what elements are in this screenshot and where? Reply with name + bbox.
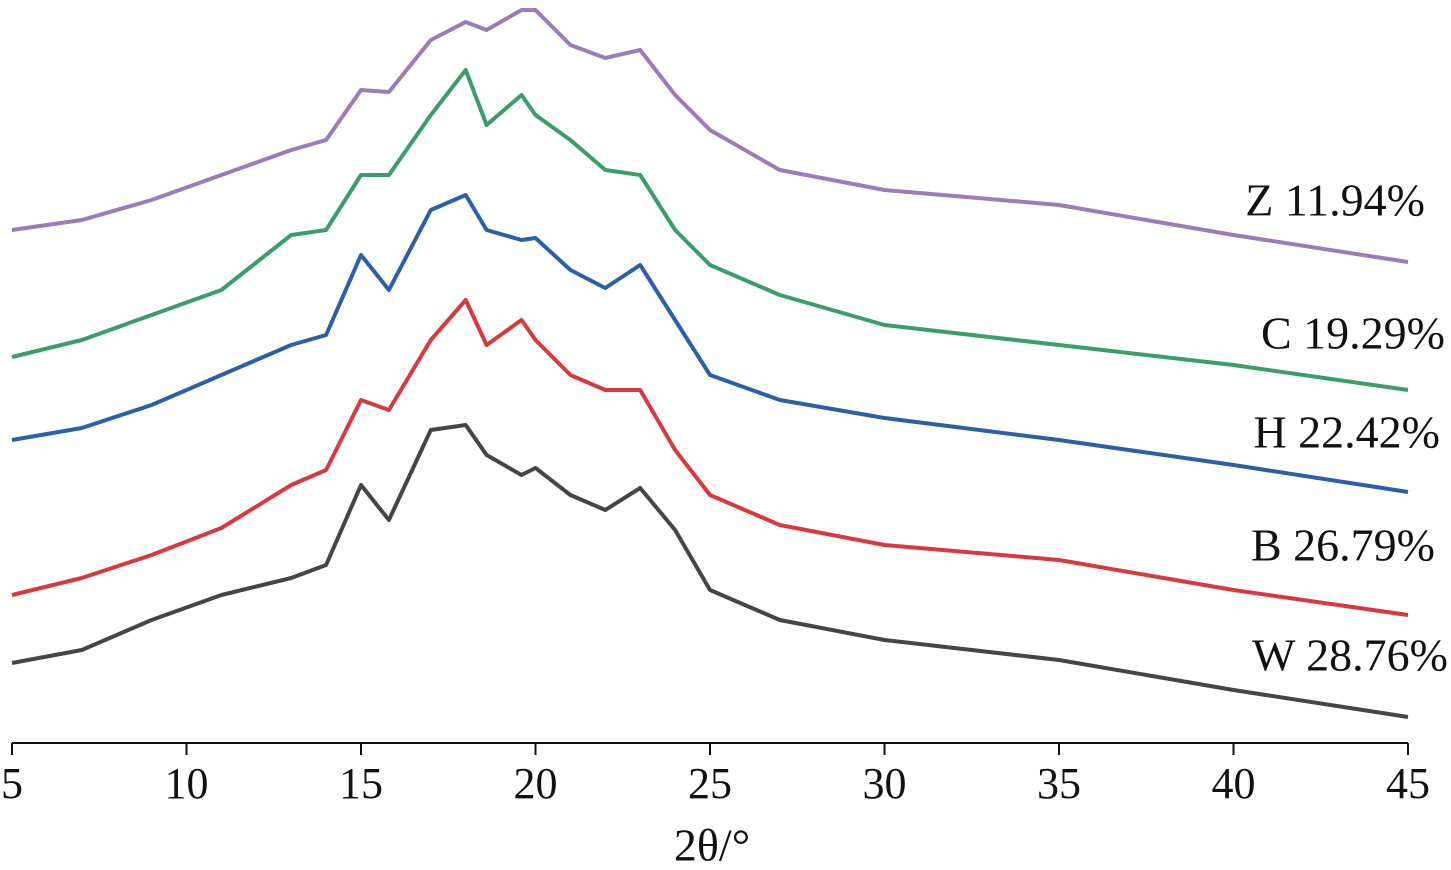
x-tick-label: 20	[514, 759, 558, 808]
x-tick-label: 15	[339, 759, 383, 808]
series-label: H 22.42%	[1253, 407, 1440, 458]
series-label: C 19.29%	[1261, 308, 1445, 359]
x-axis-label: 2θ/°	[674, 820, 750, 870]
x-tick-label: 45	[1386, 759, 1430, 808]
series-line	[11, 193, 1409, 494]
series-line	[11, 8, 1409, 264]
series-label: W 28.76%	[1252, 630, 1448, 681]
series-line	[11, 68, 1409, 392]
x-tick-label: 30	[863, 759, 907, 808]
x-tick-label: 40	[1212, 759, 1256, 808]
series-line	[11, 298, 1409, 617]
series-label: B 26.79%	[1251, 520, 1435, 571]
x-tick-label: 25	[688, 759, 732, 808]
x-tick-label: 5	[1, 759, 23, 808]
x-tick-label: 10	[165, 759, 209, 808]
series-label: Z 11.94%	[1245, 175, 1425, 226]
series-line	[11, 423, 1409, 719]
x-tick-label: 35	[1037, 759, 1081, 808]
